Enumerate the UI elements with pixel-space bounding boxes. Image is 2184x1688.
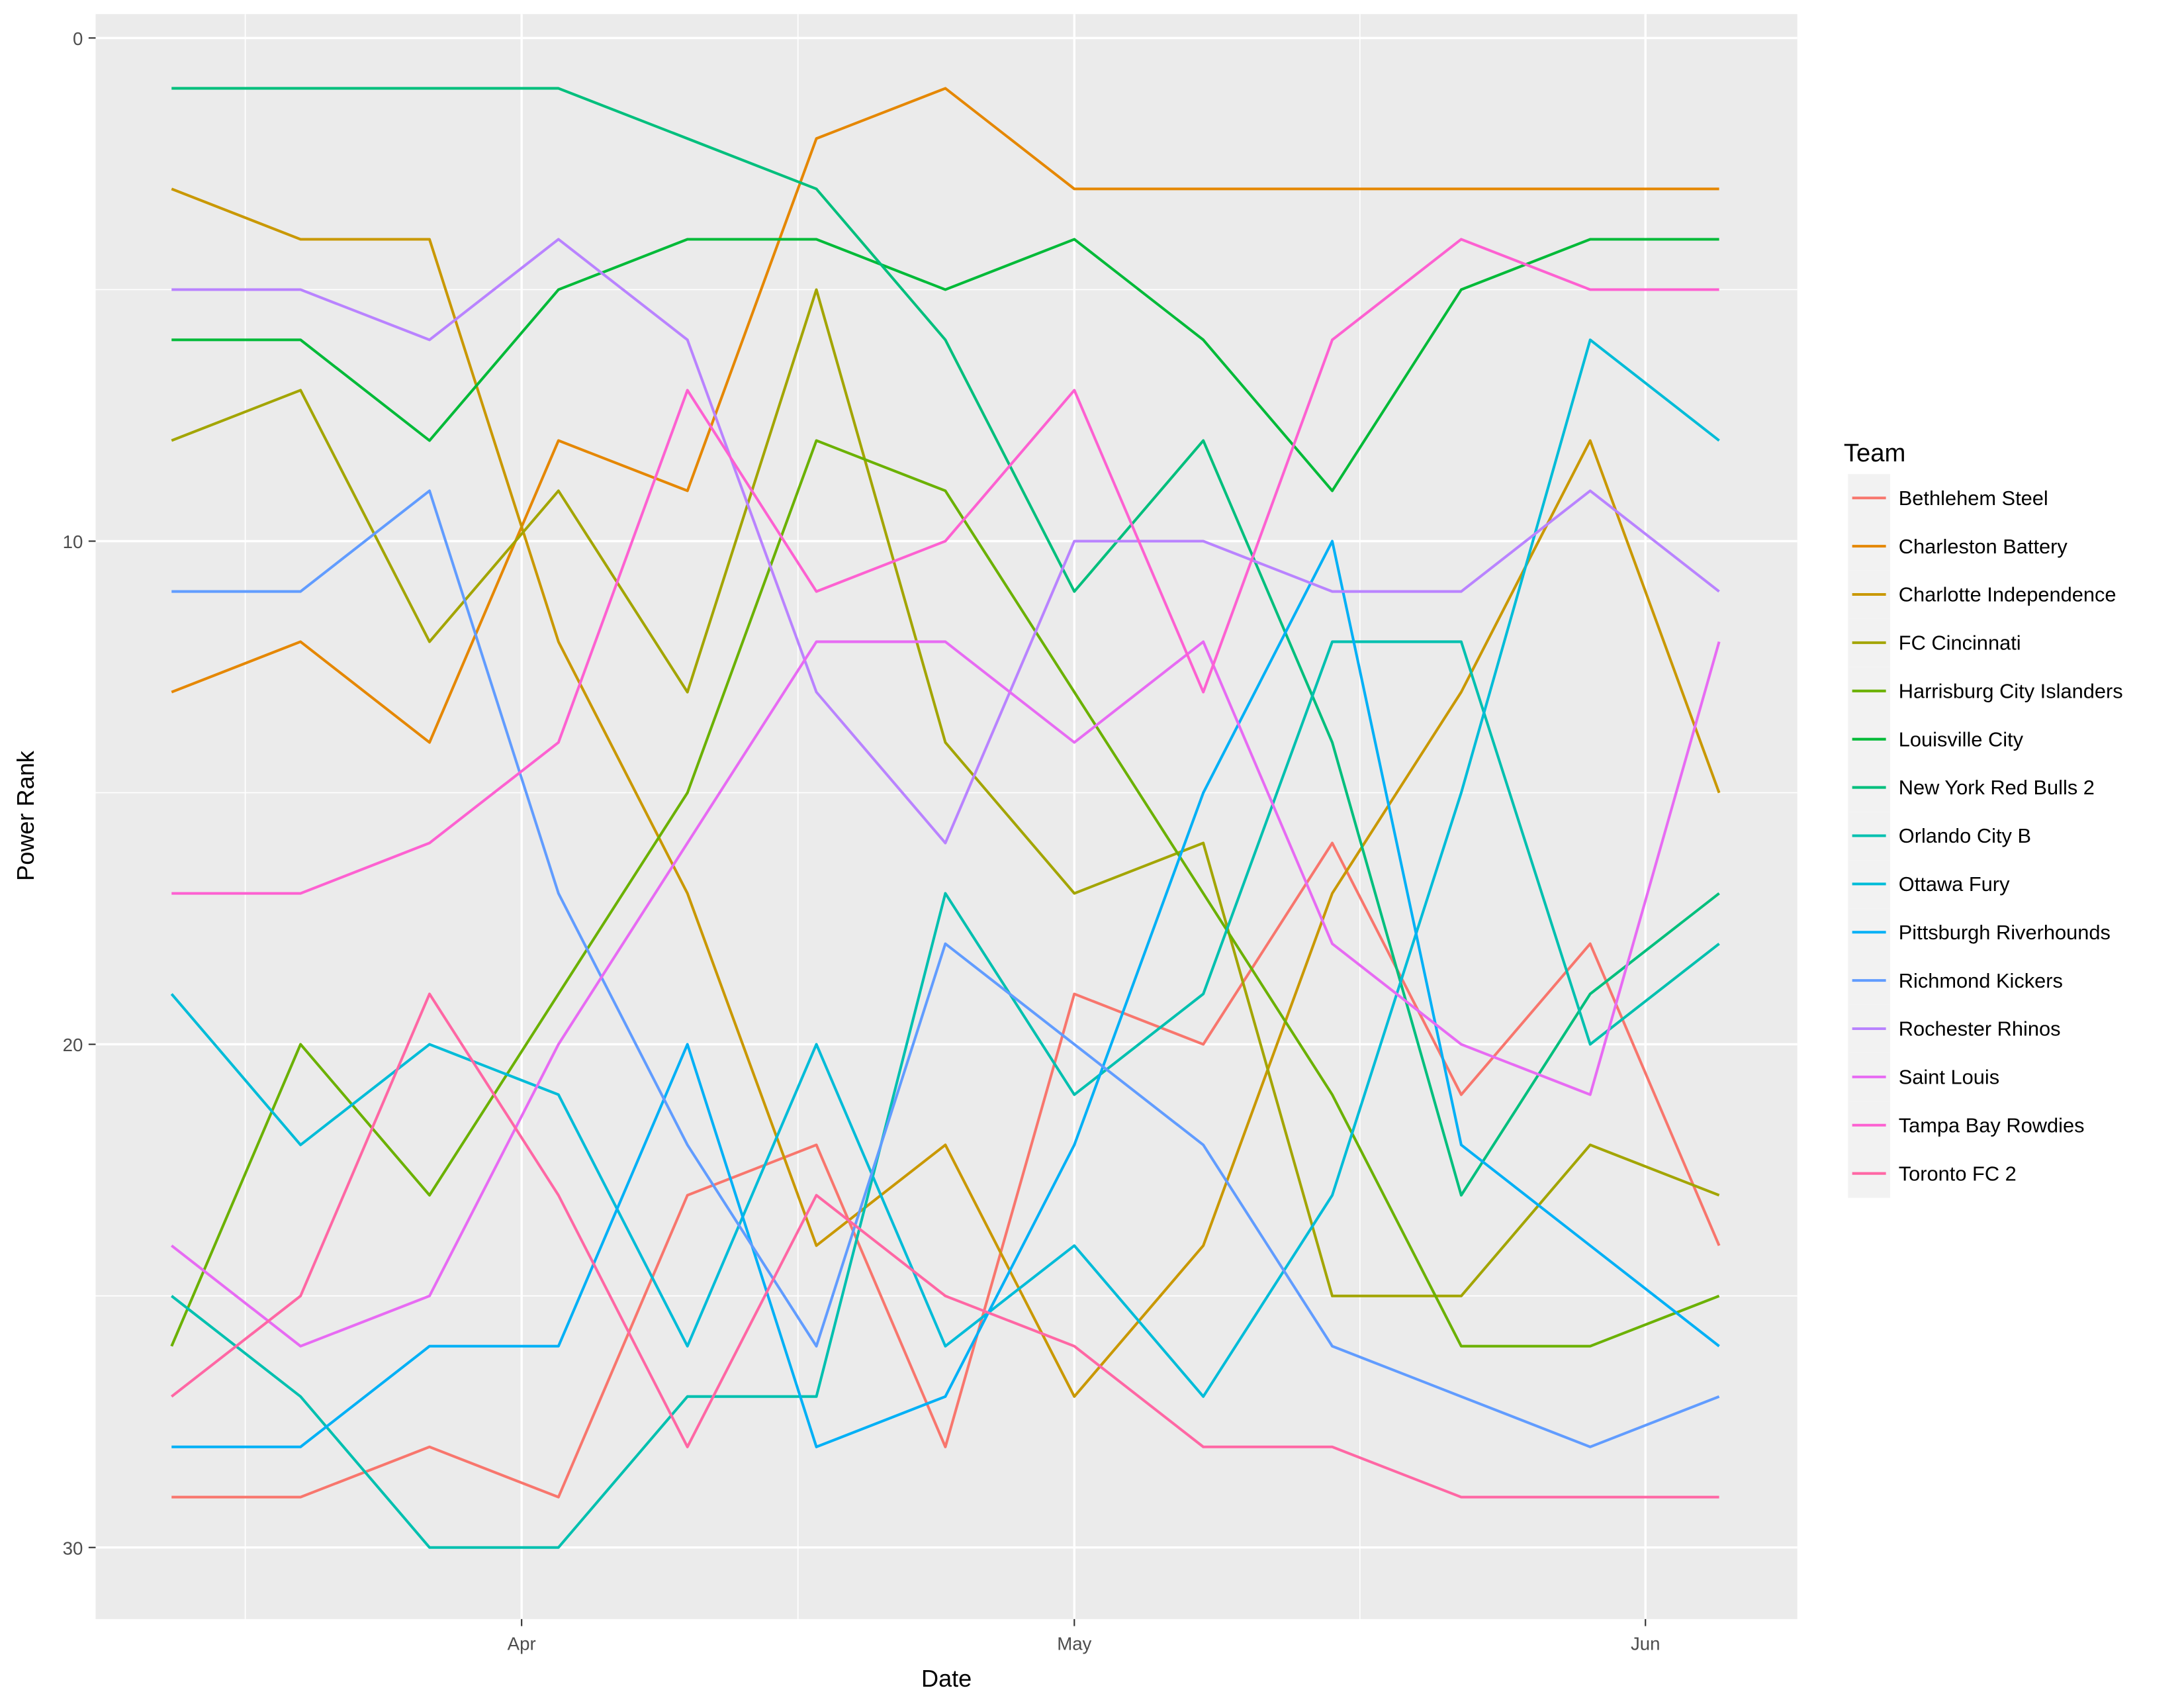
- series-line-tampa-bay-rowdies: [171, 238, 1719, 895]
- y-tick-label: 20: [63, 1035, 83, 1055]
- series-line-harrisburg-city-islanders: [170, 439, 1720, 1348]
- legend-label: Louisville City: [1899, 727, 2024, 751]
- x-tick-label: Jun: [1631, 1634, 1661, 1654]
- x-tick-label: May: [1057, 1634, 1091, 1654]
- legend-label: Harrisburg City Islanders: [1899, 679, 2123, 702]
- plot-panel: [95, 14, 1797, 1619]
- y-tick-label: 10: [63, 532, 83, 552]
- series-line-saint-louis: [171, 640, 1721, 1348]
- y-axis-title: Power Rank: [12, 750, 39, 881]
- y-axis: 0 10 20 30: [63, 28, 96, 1558]
- legend: Team Bethlehem Steel Charleston Battery Ch…: [1844, 439, 2123, 1198]
- series-line-pittsburgh-riverhounds: [171, 539, 1720, 1448]
- series-line-new-york-red-bulls-2: [171, 87, 1720, 1197]
- legend-label: FC Cincinnati: [1899, 632, 2021, 655]
- series-line-orlando-city-b: [171, 640, 1720, 1549]
- legend-label: Saint Louis: [1899, 1066, 1999, 1089]
- series-line-richmond-kickers: [171, 489, 1720, 1448]
- legend-label: Toronto FC 2: [1899, 1162, 2017, 1185]
- series-line-fc-cincinnati: [171, 288, 1720, 1297]
- legend-label: Tampa Bay Rowdies: [1899, 1113, 2085, 1137]
- y-tick-label: 30: [63, 1538, 83, 1558]
- legend-label: Bethlehem Steel: [1899, 487, 2048, 510]
- series-line-louisville-city: [171, 238, 1719, 492]
- y-tick-label: 0: [73, 28, 83, 49]
- legend-title: Team: [1844, 439, 1906, 467]
- series-line-ottawa-fury: [170, 338, 1720, 1398]
- series-line-charlotte-independence: [171, 187, 1721, 1398]
- series-line-bethlehem-steel: [171, 841, 1721, 1499]
- legend-label: Charlotte Independence: [1899, 583, 2116, 606]
- series-line-rochester-rhinos: [171, 238, 1720, 845]
- x-axis-title: Date: [921, 1665, 972, 1688]
- x-axis: Apr May Jun: [508, 1618, 1661, 1654]
- legend-label: Richmond Kickers: [1899, 969, 2063, 992]
- legend-label: Rochester Rhinos: [1899, 1017, 2061, 1041]
- legend-label: New York Red Bulls 2: [1899, 776, 2095, 799]
- legend-label: Pittsburgh Riverhounds: [1899, 921, 2111, 944]
- legend-label: Charleston Battery: [1899, 535, 2068, 558]
- x-tick-label: Apr: [508, 1634, 536, 1654]
- series-line-charleston-battery: [171, 87, 1719, 744]
- series-lines: [170, 87, 1721, 1549]
- series-line-toronto-fc-2: [171, 992, 1719, 1499]
- legend-label: Orlando City B: [1899, 824, 2031, 847]
- legend-label: Ottawa Fury: [1899, 872, 2010, 896]
